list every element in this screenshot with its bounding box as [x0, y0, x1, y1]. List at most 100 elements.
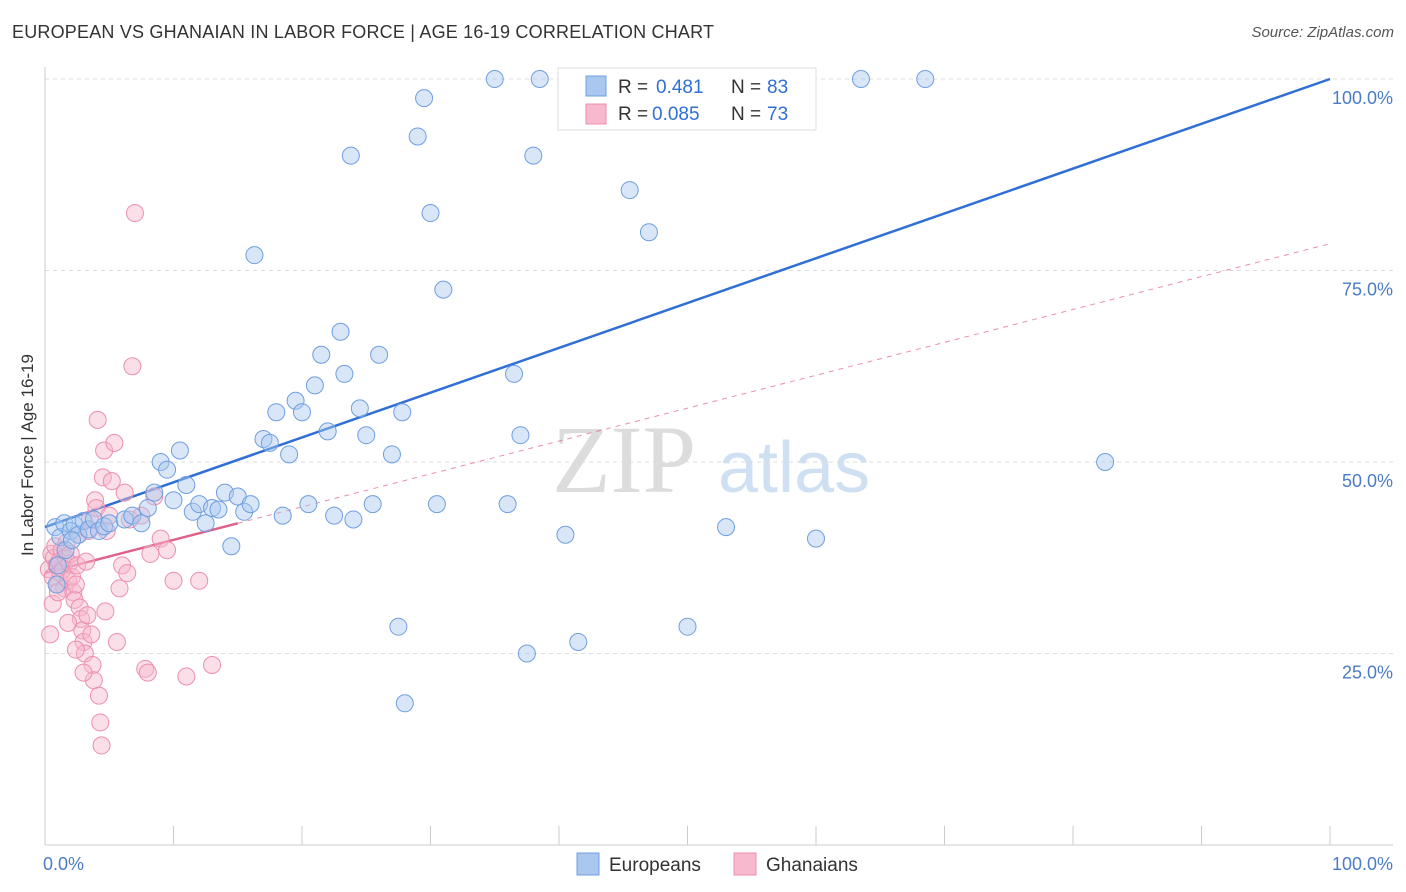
european-point — [95, 517, 114, 536]
european-point — [84, 510, 103, 529]
european-point — [318, 422, 337, 441]
european-point — [524, 146, 543, 165]
european-point — [170, 441, 189, 460]
european-point — [382, 445, 401, 464]
european-point — [408, 127, 427, 146]
ghanaian-point — [177, 667, 196, 686]
ghanaian-point — [83, 655, 102, 674]
ghanaian-point — [123, 357, 142, 376]
x-tick-label-max: 100.0% — [1332, 854, 1393, 874]
bottom-legend-swatch-ghanaians — [733, 852, 757, 876]
european-point — [235, 502, 254, 521]
ghanaian-point — [43, 594, 62, 613]
ghanaian-point — [59, 613, 78, 632]
european-point — [331, 322, 350, 341]
ghanaian-point — [96, 602, 115, 621]
ghanaians-trend-extension — [237, 243, 1331, 524]
european-point — [151, 453, 170, 471]
european-point — [350, 399, 369, 418]
european-point — [916, 70, 935, 88]
ghanaian-point — [118, 564, 137, 583]
ghanaian-point — [102, 472, 121, 491]
european-point — [434, 280, 453, 299]
ghanaian-point — [92, 736, 111, 755]
european-point — [158, 460, 177, 479]
european-point — [280, 445, 299, 464]
ghanaian-point — [74, 663, 93, 682]
european-point — [260, 433, 279, 452]
european-point — [65, 515, 84, 534]
bottom-legend-swatch-europeans — [576, 852, 600, 876]
legend-n-label-europeans: N = — [731, 77, 761, 98]
x-tick-label-min: 0.0% — [43, 854, 84, 874]
legend-swatch-ghanaians — [585, 103, 607, 125]
ghanaian-point — [66, 640, 85, 659]
legend-n-value-europeans: 83 — [767, 77, 788, 98]
ghanaian-point — [115, 483, 134, 502]
european-point — [46, 518, 65, 537]
european-point — [56, 541, 75, 560]
y-tick-label-50: 50.0% — [1342, 471, 1393, 491]
european-point — [145, 483, 164, 502]
ghanaian-point — [138, 663, 157, 682]
ghanaian-point — [93, 468, 112, 487]
european-point — [717, 518, 736, 537]
european-point — [427, 495, 446, 514]
european-point — [164, 491, 183, 510]
european-point — [183, 502, 202, 521]
ghanaian-point — [125, 204, 144, 223]
european-point — [498, 495, 517, 514]
bottom-legend-europeans: Europeans — [609, 855, 701, 876]
legend-r-label-ghanaians: R = — [618, 104, 648, 125]
axes — [44, 67, 1393, 846]
legend-r-value-europeans: 0.481 — [656, 77, 704, 98]
european-point — [196, 514, 215, 533]
european-point — [123, 506, 142, 525]
european-point — [273, 506, 292, 525]
y-tick-label-25: 25.0% — [1342, 663, 1393, 683]
ghanaian-point — [82, 625, 101, 644]
european-point — [344, 510, 363, 529]
y-tick-label-100: 100.0% — [1332, 88, 1393, 108]
european-point — [1096, 453, 1115, 471]
bottom-legend-ghanaians: Ghanaians — [766, 855, 858, 876]
european-point — [395, 694, 414, 713]
ghanaian-point — [203, 655, 222, 674]
european-point — [393, 403, 412, 422]
european-point — [357, 426, 376, 445]
european-point — [485, 70, 504, 88]
legend-r-value-ghanaians: 0.085 — [652, 104, 700, 125]
watermark-atlas: atlas — [718, 428, 870, 508]
european-point — [389, 617, 408, 636]
european-point — [807, 529, 825, 548]
ghanaian-point — [190, 571, 209, 590]
y-tick-label-75: 75.0% — [1342, 280, 1393, 300]
european-point — [363, 495, 382, 514]
european-point — [530, 70, 549, 88]
ghanaian-point — [78, 606, 97, 625]
ghanaian-point — [141, 544, 160, 563]
european-point — [47, 575, 66, 594]
watermark-zip: ZIP — [552, 406, 696, 513]
european-point — [325, 506, 344, 525]
grid-lines — [45, 78, 1393, 654]
bottom-legend: Europeans Ghanaians — [576, 852, 858, 876]
european-point — [293, 403, 311, 422]
tick-labels: 25.0% 50.0% 75.0% 100.0% 0.0% 100.0% — [43, 88, 1393, 874]
european-point — [267, 403, 286, 422]
legend-n-label-ghanaians: N = — [731, 104, 761, 125]
ghanaian-point — [164, 571, 183, 590]
european-point — [138, 498, 157, 517]
european-point — [851, 70, 870, 88]
european-point — [517, 644, 536, 663]
european-point — [312, 345, 331, 364]
ghanaian-point — [110, 579, 129, 598]
european-point — [305, 376, 324, 395]
ghanaian-point — [66, 575, 85, 594]
european-point — [48, 556, 67, 575]
ghanaian-point — [89, 686, 108, 705]
top-legend: R = 0.481 N = 83 R = 0.085 N = 73 — [557, 67, 817, 131]
ghanaian-point — [95, 441, 114, 460]
y-axis-label: In Labor Force | Age 16-19 — [18, 354, 37, 556]
ghanaian-point — [145, 487, 164, 506]
